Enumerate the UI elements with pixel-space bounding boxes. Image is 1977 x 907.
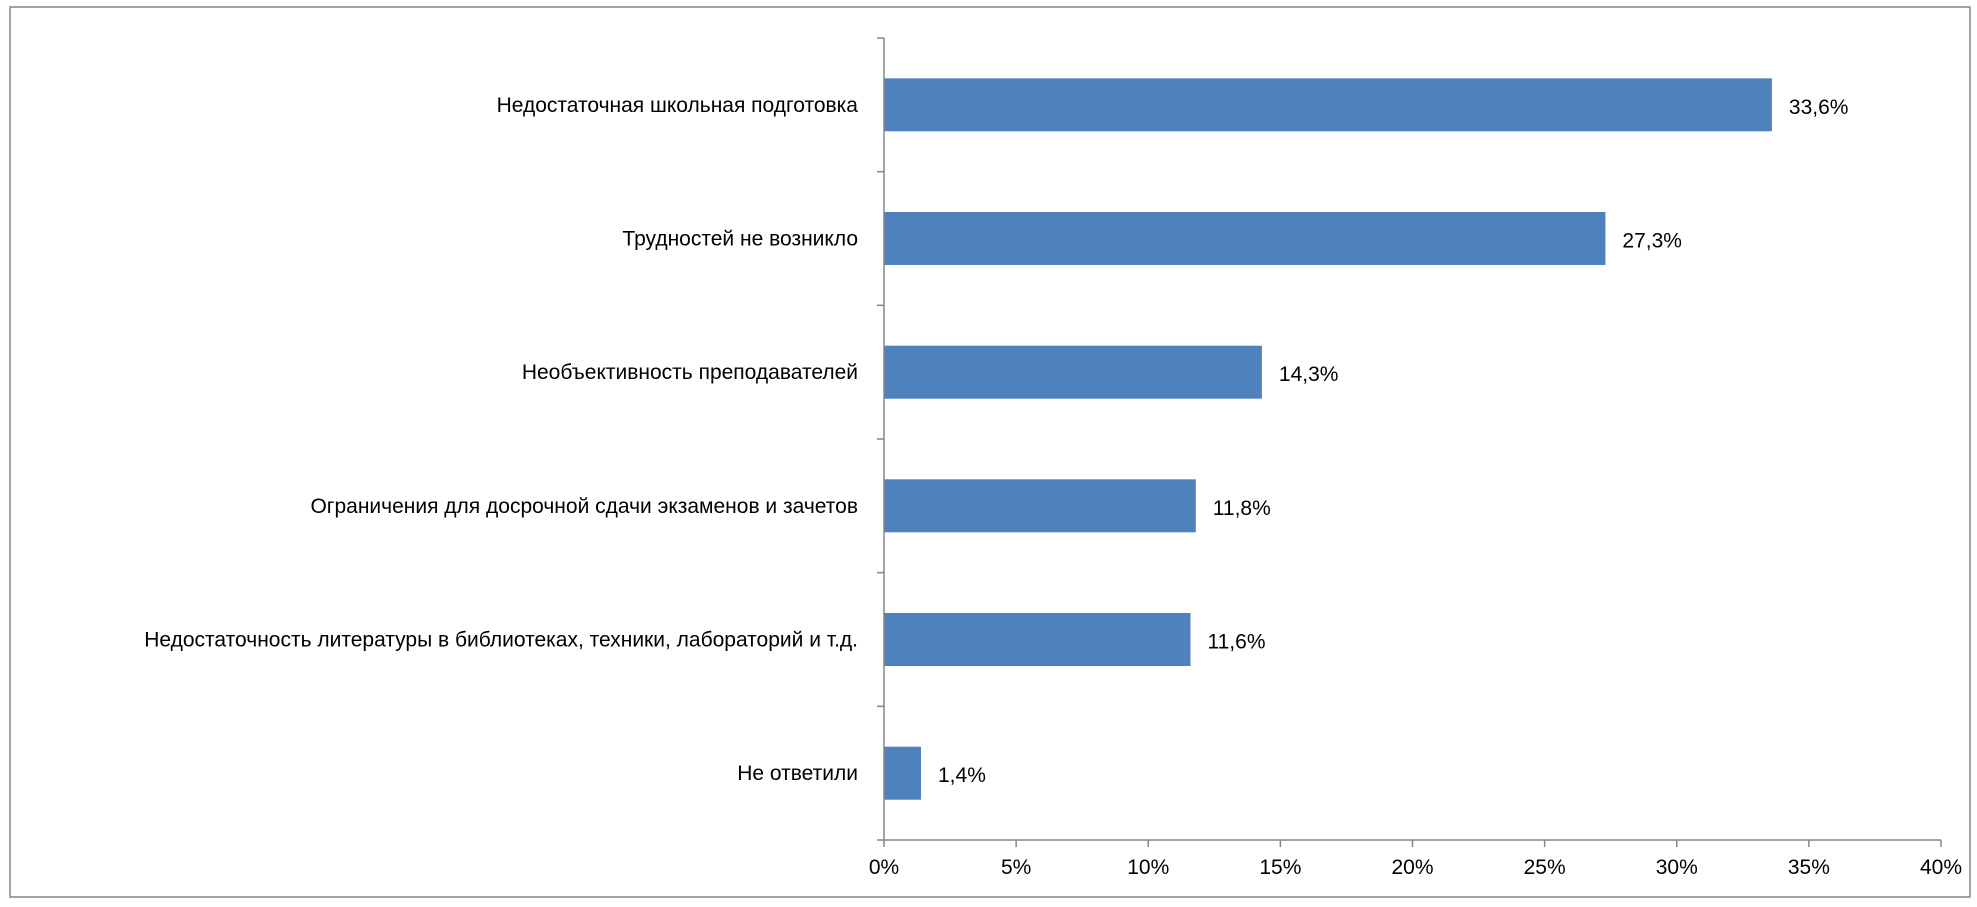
- x-tick-label: 40%: [1920, 856, 1962, 879]
- bars-layer: [884, 78, 1772, 800]
- data-label: 1,4%: [938, 764, 986, 787]
- x-tick-label: 0%: [869, 856, 899, 879]
- x-tick-label: 25%: [1524, 856, 1566, 879]
- category-label: Трудностей не возникло: [622, 228, 858, 251]
- x-tick-label: 5%: [1001, 856, 1031, 879]
- x-tick-label: 20%: [1391, 856, 1433, 879]
- x-tick-label: 10%: [1127, 856, 1169, 879]
- category-label: Необъективность преподавателей: [522, 361, 858, 384]
- bar: [884, 345, 1262, 399]
- x-tick-label: 15%: [1259, 856, 1301, 879]
- category-label: Не ответили: [737, 762, 858, 785]
- x-tick-label: 30%: [1656, 856, 1698, 879]
- data-label: 11,8%: [1213, 497, 1271, 520]
- axis-layer: [877, 37, 1942, 847]
- bar: [884, 212, 1606, 265]
- data-label: 27,3%: [1622, 230, 1682, 253]
- bar: [884, 479, 1196, 533]
- bar: [884, 613, 1191, 666]
- data-label: 33,6%: [1789, 96, 1849, 119]
- x-tick-label: 35%: [1788, 856, 1830, 879]
- category-label: Ограничения для досрочной сдачи экзамено…: [310, 495, 858, 518]
- data-label: 14,3%: [1279, 363, 1339, 386]
- category-label: Недостаточность литературы в библиотеках…: [144, 629, 858, 652]
- bar: [884, 746, 921, 800]
- category-label: Недостаточная школьная подготовка: [497, 94, 859, 117]
- bar: [884, 78, 1772, 132]
- data-label: 11,6%: [1208, 631, 1266, 654]
- labels-layer: Недостаточная школьная подготовка 33,6% Тр…: [144, 94, 1962, 879]
- chart-border: [9, 6, 1971, 898]
